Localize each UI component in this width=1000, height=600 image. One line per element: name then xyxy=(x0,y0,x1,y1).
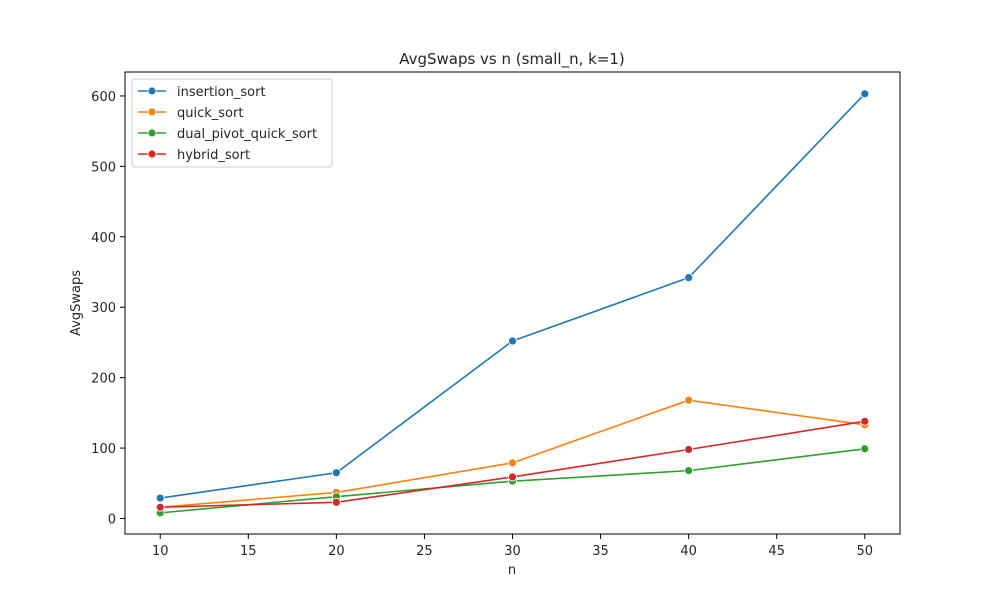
x-tick-label: 25 xyxy=(416,544,433,559)
series-line xyxy=(160,399,865,509)
series-quick_sort xyxy=(155,395,870,512)
data-point xyxy=(684,273,694,283)
data-point xyxy=(508,472,517,482)
plot-series xyxy=(155,89,870,518)
y-tick-label: 300 xyxy=(91,301,116,316)
y-tick-label: 100 xyxy=(91,442,116,457)
legend-marker xyxy=(147,128,157,138)
x-tick-label: 50 xyxy=(856,544,873,559)
legend-item: hybrid_sort xyxy=(138,148,250,163)
x-axis-label: n xyxy=(508,563,516,578)
data-point xyxy=(860,89,870,99)
legend-label: quick_sort xyxy=(177,106,243,121)
data-point xyxy=(684,395,694,405)
legend-item: quick_sort xyxy=(138,106,243,121)
series-insertion_sort xyxy=(155,89,870,503)
legend: insertion_sort quick_sort dual_pivot_quick… xyxy=(131,78,333,168)
plot-area-frame xyxy=(124,71,901,535)
y-tick-label: 200 xyxy=(91,372,116,387)
data-point xyxy=(508,458,517,468)
data-point xyxy=(155,502,165,512)
y-tick-label: 400 xyxy=(91,231,116,246)
y-tick-label: 500 xyxy=(91,160,116,175)
legend-marker xyxy=(147,107,157,117)
x-tick-label: 10 xyxy=(152,544,169,559)
data-point xyxy=(684,445,694,454)
legend-marker xyxy=(147,149,157,159)
x-tick-label: 45 xyxy=(768,544,785,559)
legend-item: dual_pivot_quick_sort xyxy=(138,127,317,142)
x-tick-label: 35 xyxy=(592,544,609,559)
y-tick-label: 0 xyxy=(108,513,116,528)
data-point xyxy=(331,468,341,478)
x-tick-label: 40 xyxy=(680,544,697,559)
chart-title: AvgSwaps vs n (small_n, k=1) xyxy=(399,50,625,69)
legend-item: insertion_sort xyxy=(138,85,266,100)
x-tick-label: 20 xyxy=(328,544,345,559)
data-point xyxy=(508,336,517,346)
legend-label: hybrid_sort xyxy=(177,148,250,163)
data-point xyxy=(331,497,341,507)
x-tick-label: 15 xyxy=(240,544,257,559)
legend-box xyxy=(131,78,333,168)
legend-marker xyxy=(147,86,157,96)
y-axis-label: AvgSwaps xyxy=(69,270,84,336)
x-tick-label: 30 xyxy=(504,544,521,559)
y-tick-label: 600 xyxy=(91,90,116,105)
legend-label: dual_pivot_quick_sort xyxy=(177,127,317,142)
legend-label: insertion_sort xyxy=(177,85,266,100)
x-axis: 10 15 20 25 30 35 40 45 50 xyxy=(152,534,873,559)
data-point xyxy=(860,416,870,426)
data-point xyxy=(684,466,694,476)
series-hybrid_sort xyxy=(155,416,870,512)
data-point xyxy=(860,444,870,454)
data-point xyxy=(155,493,165,503)
y-axis: 0 100 200 300 400 500 600 xyxy=(91,90,125,528)
